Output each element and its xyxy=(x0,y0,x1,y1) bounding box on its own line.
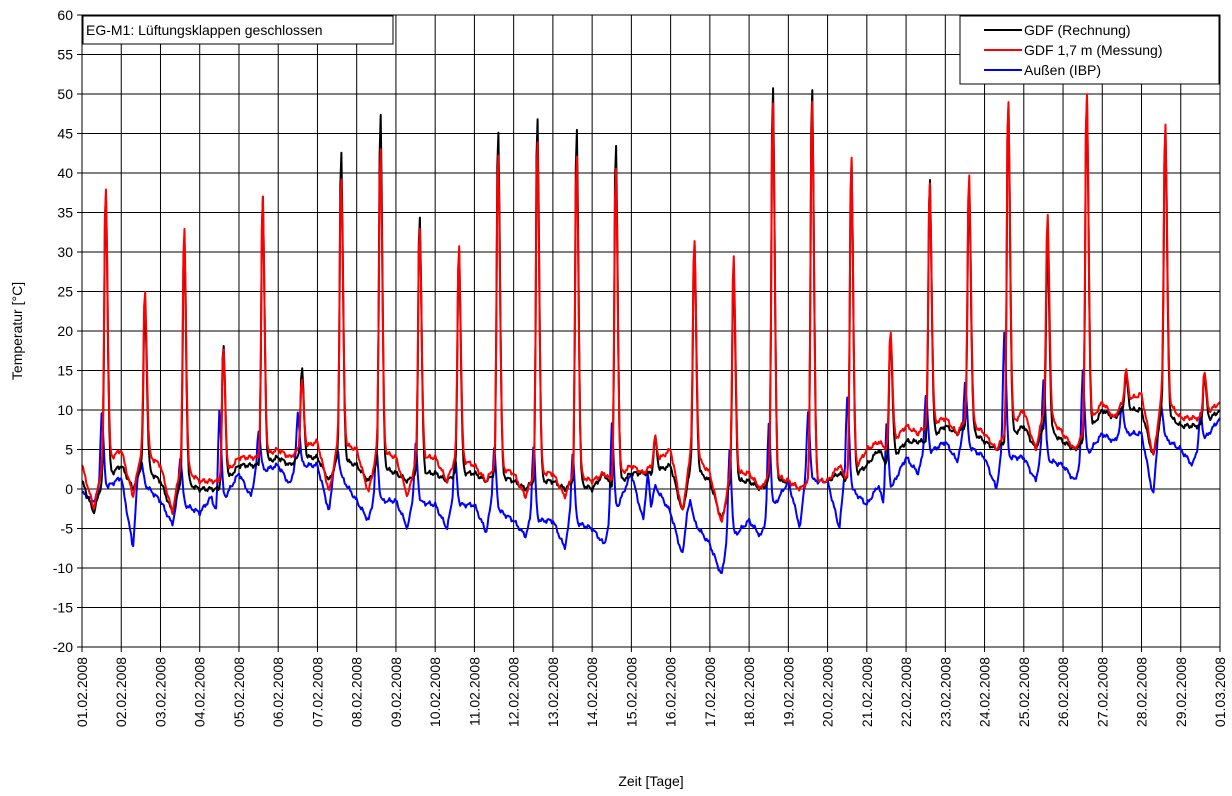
annotation-text: EG-M1: Lüftungsklappen geschlossen xyxy=(86,22,323,38)
x-tick-label: 09.02.2008 xyxy=(388,657,404,727)
grid-lines xyxy=(82,14,1220,648)
y-tick-label: -5 xyxy=(61,521,74,537)
x-tick-label: 23.02.2008 xyxy=(937,657,953,727)
annotation-box: EG-M1: Lüftungsklappen geschlossen xyxy=(82,15,394,45)
x-tick-label: 22.02.2008 xyxy=(898,657,914,727)
x-tick-label: 03.02.2008 xyxy=(152,657,168,727)
x-tick-label: 28.02.2008 xyxy=(1134,657,1150,727)
x-tick-label: 24.02.2008 xyxy=(977,657,993,727)
y-tick-label: 40 xyxy=(57,165,73,181)
y-tick-label: 30 xyxy=(57,244,73,260)
x-tick-label: 13.02.2008 xyxy=(545,657,561,727)
y-tick-label: 15 xyxy=(57,363,73,379)
x-tick-label: 21.02.2008 xyxy=(859,657,875,727)
y-tick-label: -20 xyxy=(53,639,73,655)
y-tick-label: 5 xyxy=(65,442,73,458)
series-line-1 xyxy=(81,93,1221,523)
y-tick-label: 50 xyxy=(57,86,73,102)
x-tick-label: 19.02.2008 xyxy=(780,657,796,727)
y-tick-label: 25 xyxy=(57,284,73,300)
x-tick-label: 12.02.2008 xyxy=(506,657,522,727)
x-tick-label: 04.02.2008 xyxy=(192,657,208,727)
x-tick-label: 15.02.2008 xyxy=(623,657,639,727)
x-tick-label: 06.02.2008 xyxy=(270,657,286,727)
y-tick-label: 60 xyxy=(57,7,73,23)
y-axis-label: Temperatur [°C] xyxy=(9,282,25,380)
series-line-0 xyxy=(81,87,1221,520)
y-tick-label: -10 xyxy=(53,560,73,576)
x-tick-label: 26.02.2008 xyxy=(1055,657,1071,727)
x-tick-label: 05.02.2008 xyxy=(231,657,247,727)
series-line-2 xyxy=(81,331,1221,574)
y-axis-ticks: -20 -15 -10 -5 0 5 10 15 20 25 30 35 40 45 50 55 60 xyxy=(53,7,82,655)
x-tick-label: 16.02.2008 xyxy=(663,657,679,727)
x-tick-label: 18.02.2008 xyxy=(741,657,757,727)
annotation-frame xyxy=(82,15,394,45)
y-tick-label: 35 xyxy=(57,205,73,221)
x-tick-label: 29.02.2008 xyxy=(1173,657,1189,727)
x-tick-label: 02.02.2008 xyxy=(113,657,129,727)
legend: GDF (Rechnung) GDF 1,7 m (Messung) Außen… xyxy=(959,15,1220,85)
x-axis-label: Zeit [Tage] xyxy=(618,773,683,789)
y-tick-label: 45 xyxy=(57,126,73,142)
x-tick-label: 08.02.2008 xyxy=(349,657,365,727)
legend-label-rechnung: GDF (Rechnung) xyxy=(1024,22,1131,38)
x-axis-ticks: 01.02.2008 02.02.2008 03.02.2008 04.02.2008… xyxy=(74,647,1228,727)
x-tick-label: 27.02.2008 xyxy=(1094,657,1110,727)
y-tick-label: -15 xyxy=(53,600,73,616)
legend-label-aussen: Außen (IBP) xyxy=(1024,62,1101,78)
x-tick-label: 07.02.2008 xyxy=(309,657,325,727)
x-tick-label: 17.02.2008 xyxy=(702,657,718,727)
x-tick-label: 01.03.2008 xyxy=(1212,657,1228,727)
y-tick-label: 55 xyxy=(57,47,73,63)
y-tick-label: 10 xyxy=(57,402,73,418)
x-tick-label: 11.02.2008 xyxy=(466,657,482,726)
x-tick-label: 14.02.2008 xyxy=(584,657,600,727)
series-lines xyxy=(81,87,1221,574)
x-tick-label: 01.02.2008 xyxy=(74,657,90,727)
legend-label-messung: GDF 1,7 m (Messung) xyxy=(1024,42,1162,58)
y-tick-label: 20 xyxy=(57,323,73,339)
x-tick-label: 10.02.2008 xyxy=(427,657,443,727)
x-tick-label: 20.02.2008 xyxy=(820,657,836,727)
x-tick-label: 25.02.2008 xyxy=(1016,657,1032,727)
y-tick-label: 0 xyxy=(65,481,73,497)
